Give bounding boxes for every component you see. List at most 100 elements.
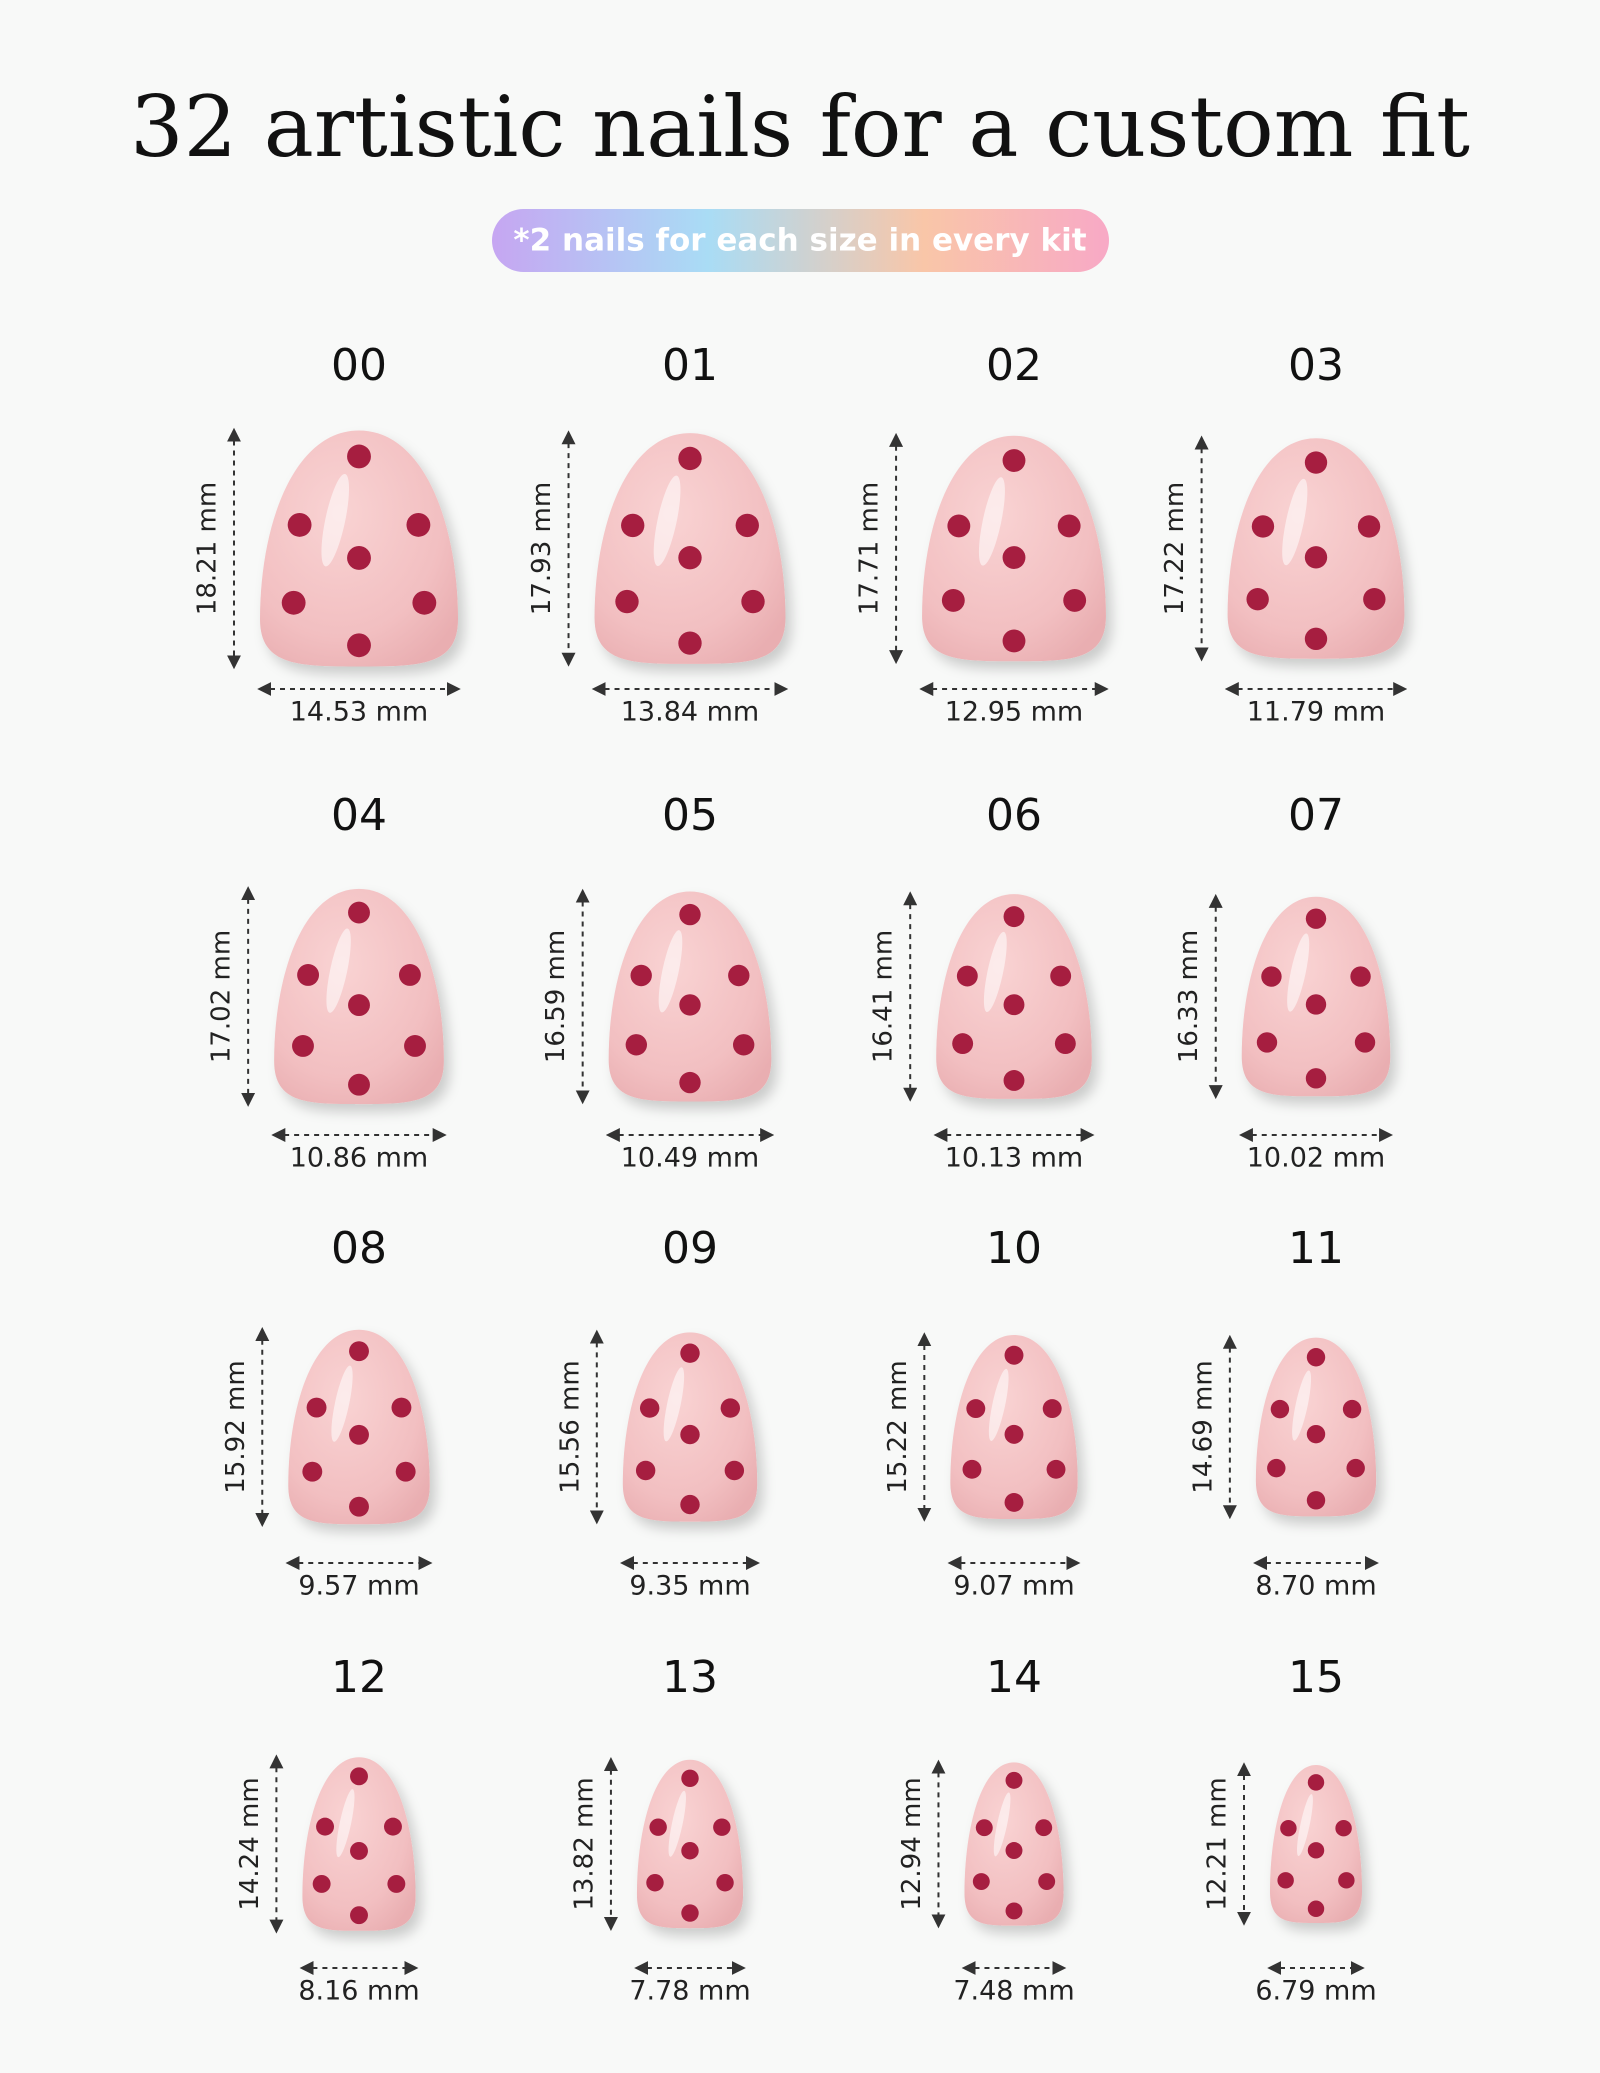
nail-shine xyxy=(663,1367,685,1442)
nail-dot xyxy=(1005,1842,1023,1859)
width-text: 9.57 mm xyxy=(298,1571,419,1602)
length-text: 15.22 mm xyxy=(883,1360,913,1493)
width-text: 10.13 mm xyxy=(945,1143,1083,1174)
length-text: 17.93 mm xyxy=(527,482,557,615)
length-text: 12.21 mm xyxy=(1203,1777,1233,1910)
nail-shine xyxy=(993,1792,1011,1857)
size-item: 04 17.02 mm 10.86 mm xyxy=(207,790,447,1174)
size-item: 01 17.93 mm 13.84 mm xyxy=(527,340,789,728)
nail-dot xyxy=(349,1424,369,1445)
width-text: 7.78 mm xyxy=(629,1976,750,2007)
nail-dot xyxy=(391,1397,412,1418)
size-label: 13 xyxy=(662,1652,718,1703)
size-label: 02 xyxy=(986,340,1042,391)
nail-dot xyxy=(681,1904,699,1922)
nail-dot xyxy=(1306,1348,1326,1367)
nail-dot xyxy=(1307,1900,1325,1917)
nail-dot xyxy=(387,1874,406,1893)
nail-dot xyxy=(348,1073,370,1096)
nail-shine xyxy=(653,475,681,566)
nail-dot xyxy=(625,1034,648,1056)
nail-dot xyxy=(347,546,371,570)
nail-dot xyxy=(1267,1458,1286,1478)
length-text: 16.59 mm xyxy=(541,930,571,1063)
nail-dot xyxy=(1256,1032,1278,1053)
nail-dot xyxy=(398,964,421,986)
nail-dot xyxy=(681,1769,699,1788)
nail-dot xyxy=(681,1842,699,1860)
nail-dot xyxy=(680,1424,700,1445)
nail-dot xyxy=(1063,588,1087,612)
nail-dot xyxy=(1005,1771,1023,1789)
nail-dot xyxy=(1004,1492,1024,1512)
size-item: 05 16.59 mm 10.49 mm xyxy=(541,790,775,1174)
nail-shine xyxy=(668,1790,686,1857)
nail-dot xyxy=(1003,994,1025,1016)
size-label: 09 xyxy=(662,1223,718,1274)
nail-shine xyxy=(1292,1370,1312,1441)
nail-dot xyxy=(1261,966,1282,987)
nail-dot xyxy=(1346,1458,1365,1478)
nail-dot xyxy=(1306,1491,1326,1510)
nail-dot xyxy=(306,1397,327,1418)
size-label: 04 xyxy=(331,790,387,841)
nail-dot xyxy=(1005,1902,1023,1920)
nail-dot xyxy=(678,631,702,655)
nail-dot xyxy=(728,964,750,987)
size-item: 06 16.41 mm 10.13 mm xyxy=(869,790,1095,1174)
nail-dot xyxy=(1038,1873,1056,1891)
size-label: 05 xyxy=(662,790,718,841)
nail-dot xyxy=(1004,1345,1024,1365)
nail-dot xyxy=(680,1343,700,1363)
nail-dot xyxy=(404,1035,426,1057)
width-text: 9.07 mm xyxy=(953,1571,1074,1602)
length-text: 15.92 mm xyxy=(221,1360,251,1493)
size-label: 03 xyxy=(1288,340,1344,391)
nail-shine xyxy=(331,1365,353,1442)
nail-dot xyxy=(395,1461,416,1482)
nail-dot xyxy=(412,590,437,615)
nail-shine xyxy=(1287,933,1310,1012)
width-text: 8.70 mm xyxy=(1255,1571,1376,1602)
nail-dot xyxy=(1304,451,1328,474)
nail-dot xyxy=(630,964,652,987)
nail-shine xyxy=(978,477,1005,566)
nail-dot xyxy=(679,1071,701,1094)
nail-dot xyxy=(1305,1068,1327,1089)
nail-dot xyxy=(1246,588,1269,611)
nail-dot xyxy=(1002,449,1026,472)
length-text: 17.71 mm xyxy=(855,482,885,615)
nail-dot xyxy=(678,546,702,570)
nail-shine xyxy=(321,473,350,567)
nail-dot xyxy=(1054,1033,1076,1055)
size-item: 07 16.33 mm 10.02 mm xyxy=(1174,790,1394,1174)
nail-dot xyxy=(1304,627,1328,651)
nail-dot xyxy=(350,1841,368,1860)
nail-dot xyxy=(281,590,306,615)
length-text: 14.69 mm xyxy=(1188,1360,1218,1493)
nail-dot xyxy=(383,1817,402,1836)
nail-shine xyxy=(1296,1794,1313,1856)
nail-dot xyxy=(287,512,312,537)
size-item: 03 17.22 mm 11.79 mm xyxy=(1160,340,1408,728)
length-text: 17.02 mm xyxy=(207,930,237,1063)
width-text: 9.35 mm xyxy=(629,1571,750,1602)
nail-dot xyxy=(292,1035,314,1057)
nail-shine xyxy=(983,931,1007,1013)
nail-dot xyxy=(735,513,759,538)
nail-dot xyxy=(947,514,971,538)
badge xyxy=(492,209,1109,272)
nail-dot xyxy=(347,444,371,469)
length-text: 17.22 mm xyxy=(1160,482,1190,615)
size-label: 10 xyxy=(986,1223,1042,1274)
nail-dot xyxy=(679,994,701,1016)
size-item: 12 14.24 mm 8.16 mm xyxy=(235,1652,420,2007)
nail-dot xyxy=(646,1874,664,1892)
width-text: 8.16 mm xyxy=(298,1976,419,2007)
title: 32 artistic nails for a custom fit xyxy=(130,78,1470,176)
nail-dot xyxy=(1307,1842,1325,1859)
nail-dot xyxy=(966,1399,986,1419)
nail-dot xyxy=(312,1874,331,1893)
size-label: 14 xyxy=(986,1652,1042,1703)
